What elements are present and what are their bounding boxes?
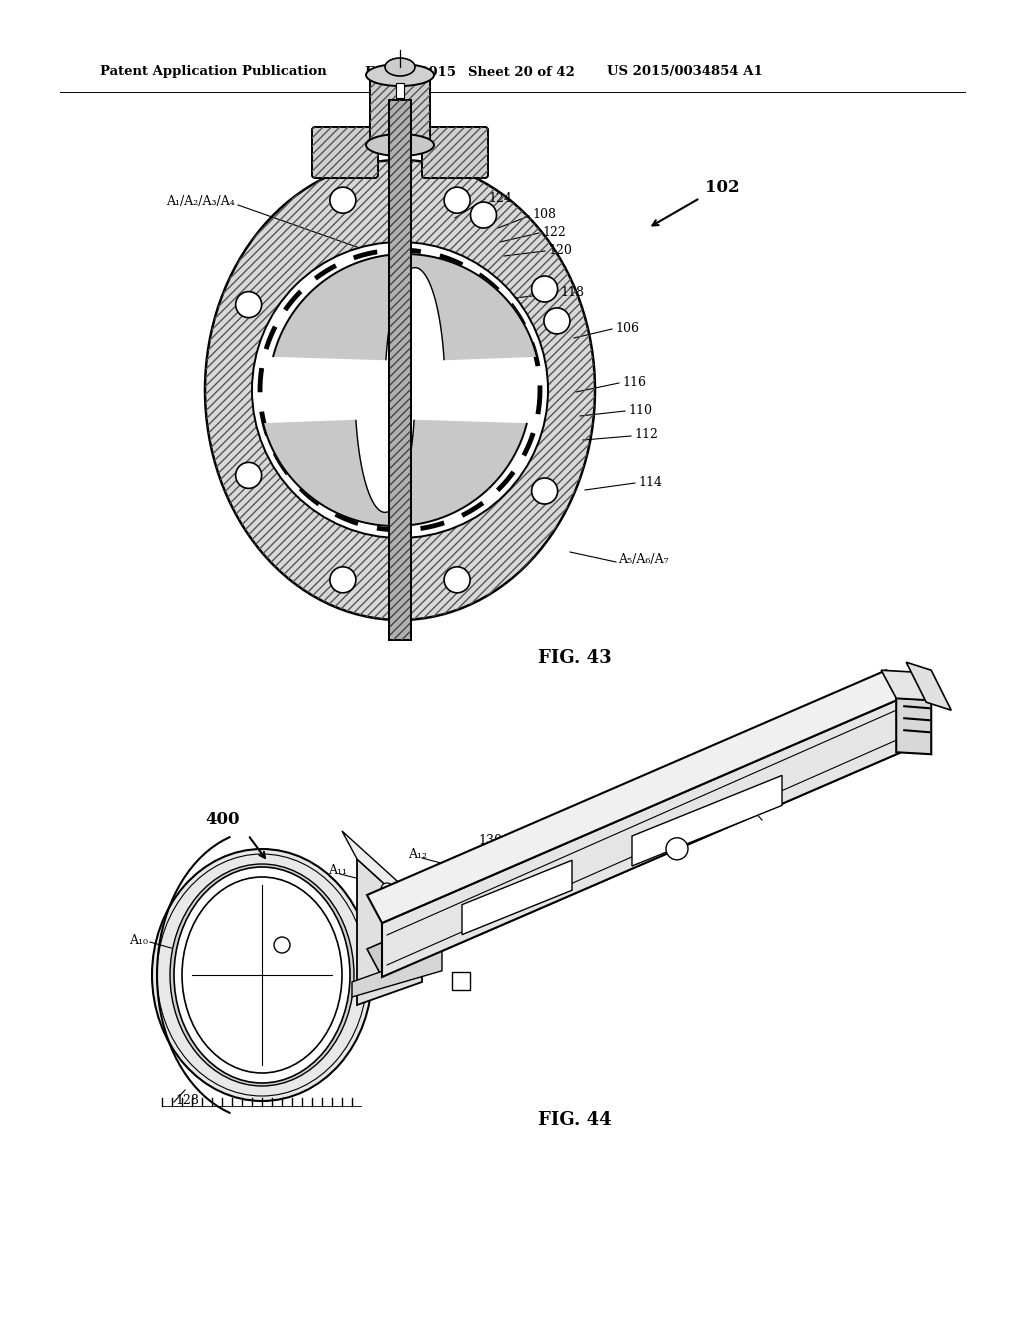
Text: US 2015/0034854 A1: US 2015/0034854 A1: [607, 66, 763, 78]
Ellipse shape: [444, 566, 470, 593]
Ellipse shape: [381, 883, 393, 895]
FancyBboxPatch shape: [312, 127, 378, 178]
Ellipse shape: [330, 566, 356, 593]
Ellipse shape: [252, 242, 548, 539]
Text: Sheet 20 of 42: Sheet 20 of 42: [468, 66, 574, 78]
Text: 124: 124: [488, 191, 512, 205]
Polygon shape: [906, 663, 951, 710]
Polygon shape: [352, 950, 442, 997]
Polygon shape: [896, 698, 931, 754]
Ellipse shape: [274, 937, 290, 953]
Text: Feb. 5, 2015: Feb. 5, 2015: [365, 66, 456, 78]
Polygon shape: [382, 698, 901, 977]
Polygon shape: [632, 775, 782, 866]
Ellipse shape: [174, 867, 350, 1082]
Ellipse shape: [366, 63, 434, 86]
Bar: [452, 972, 470, 990]
Ellipse shape: [205, 160, 595, 620]
Text: 102: 102: [705, 180, 739, 197]
Ellipse shape: [385, 58, 415, 77]
Bar: [396, 83, 404, 98]
Text: A₁₀: A₁₀: [129, 933, 148, 946]
Text: A₁₁: A₁₁: [328, 863, 347, 876]
Text: 110: 110: [628, 404, 652, 417]
Text: 108: 108: [532, 209, 556, 222]
Text: A₅/A₆/A₇: A₅/A₆/A₇: [618, 553, 669, 566]
Text: 114: 114: [638, 475, 662, 488]
Text: A₁₂: A₁₂: [408, 849, 427, 862]
FancyBboxPatch shape: [422, 127, 488, 178]
Text: Patent Application Publication: Patent Application Publication: [100, 66, 327, 78]
Polygon shape: [367, 671, 901, 923]
Text: 122: 122: [542, 226, 565, 239]
Text: 130: 130: [478, 833, 502, 846]
Bar: [389, 100, 411, 640]
Ellipse shape: [330, 187, 356, 214]
Text: FIG. 43: FIG. 43: [539, 649, 611, 667]
Bar: [389, 100, 411, 640]
Ellipse shape: [544, 308, 570, 334]
Text: 400: 400: [205, 812, 240, 829]
Ellipse shape: [152, 849, 372, 1101]
Text: A₁₃: A₁₃: [730, 785, 749, 799]
Text: 106: 106: [615, 322, 639, 334]
Polygon shape: [342, 832, 422, 917]
Ellipse shape: [531, 276, 558, 302]
Text: A₁/A₂/A₃/A₄: A₁/A₂/A₃/A₄: [166, 195, 234, 209]
Ellipse shape: [531, 478, 558, 504]
Bar: [370, 75, 430, 145]
Polygon shape: [273, 253, 537, 359]
Polygon shape: [263, 421, 526, 525]
Polygon shape: [357, 859, 422, 1005]
Bar: [370, 75, 430, 145]
Text: 112: 112: [634, 429, 657, 441]
Polygon shape: [462, 861, 572, 935]
Ellipse shape: [170, 865, 354, 1086]
Ellipse shape: [470, 202, 497, 228]
Ellipse shape: [182, 876, 342, 1073]
Text: 128: 128: [175, 1093, 199, 1106]
Ellipse shape: [366, 135, 434, 156]
Polygon shape: [882, 671, 931, 700]
Ellipse shape: [444, 187, 470, 214]
Ellipse shape: [236, 292, 262, 318]
Text: FIG. 44: FIG. 44: [539, 1111, 611, 1129]
Text: 120: 120: [548, 243, 571, 256]
Text: 118: 118: [560, 285, 584, 298]
Text: A₁: A₁: [252, 882, 266, 895]
Ellipse shape: [666, 838, 688, 859]
Polygon shape: [367, 725, 901, 977]
Text: 116: 116: [622, 375, 646, 388]
Ellipse shape: [236, 462, 262, 488]
